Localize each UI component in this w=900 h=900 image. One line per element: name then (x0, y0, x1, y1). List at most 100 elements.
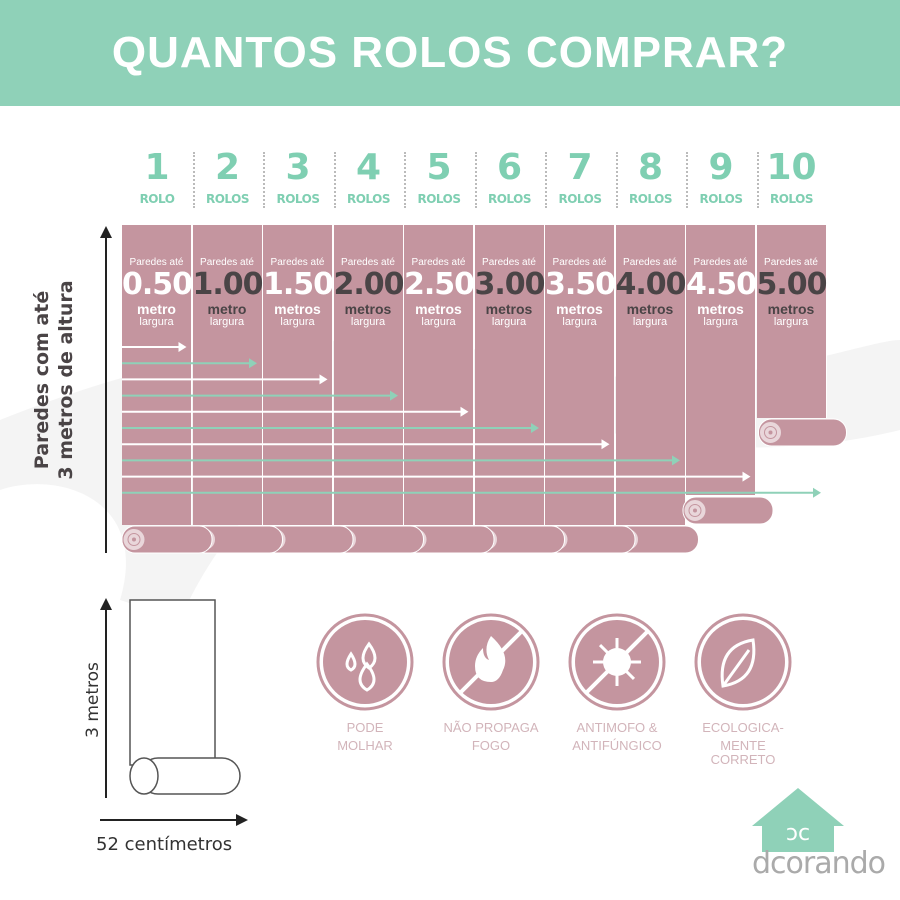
header-band (0, 0, 900, 106)
wall-panel: Paredes até 3.00 metros largura (474, 225, 546, 525)
arrow-head (813, 487, 821, 498)
roll-unit: ROLOS (558, 192, 602, 206)
arrow-head (178, 342, 187, 352)
arrow-head (742, 471, 751, 482)
column-header: 8 ROLOS (616, 147, 686, 207)
panel-prefix: Paredes até (200, 257, 254, 268)
roll-icon (121, 525, 213, 554)
panel-prefix: Paredes até (623, 257, 677, 268)
panel-prefix: Paredes até (764, 257, 818, 268)
feature-leaf: ECOLOGICA- MENTE CORRETO (693, 612, 793, 767)
panel-width-word: largura (421, 316, 456, 328)
arrow-head (460, 406, 469, 417)
feature-no-fire: NÃO PROPAGA FOGO (441, 612, 541, 753)
vertical-label-line1: Paredes com até (31, 291, 53, 469)
column-header: 7 ROLOS (545, 147, 615, 207)
panel-prefix: Paredes até (129, 257, 184, 268)
panel-prefix: Paredes até (552, 257, 607, 268)
feature-label-line1: PODE (346, 720, 384, 735)
feature-label-line2: FOGO (471, 738, 511, 753)
roll-icon (682, 496, 774, 525)
panel-width-word: largura (703, 316, 738, 328)
roll-unit: ROLOS (769, 192, 814, 206)
panel-width-word: largura (491, 316, 527, 328)
no-fire-icon (442, 613, 540, 711)
column-divider (404, 152, 406, 208)
roll-unit: ROLOS (417, 192, 461, 206)
panel-prefix: Paredes até (411, 257, 466, 268)
svg-text:ɔc: ɔc (786, 821, 810, 846)
wall-panel: Paredes até 2.50 metros largura (404, 225, 475, 525)
panel-prefix: Paredes até (341, 257, 395, 268)
panel-prefix: Paredes até (482, 257, 536, 268)
vertical-label-line2: 3 metros de altura (55, 280, 77, 479)
leaf-icon (694, 613, 792, 711)
roll-unit: ROLO (139, 192, 175, 206)
panel-unit: metros (556, 301, 603, 317)
wall-panel: Paredes até 0.50 metro largura (122, 225, 193, 525)
panel-unit: metros (485, 301, 533, 317)
feature-label-line2: MENTE CORRETO (710, 738, 776, 767)
roll-unit: ROLOS (628, 192, 673, 206)
arrow-head (672, 455, 680, 466)
column-header: 10 ROLOS (757, 148, 827, 207)
arrow-head (601, 439, 610, 450)
arrow-head (531, 423, 539, 433)
panel-width-word: largura (562, 316, 597, 328)
panel-unit: metros (767, 301, 815, 317)
panel-width-value: 1.50 (263, 267, 334, 302)
panel-width-value: 5.00 (756, 267, 828, 302)
feature-label-line1: ANTIMOFO & (576, 720, 658, 735)
panel-width-value: 1.00 (192, 267, 264, 302)
roll-icon (758, 418, 847, 447)
panel-unit: metros (415, 301, 462, 317)
roll-width-label: 52 centímetros (96, 834, 233, 855)
roll-height-label: 3 metros (83, 662, 103, 738)
panel-prefix: Paredes até (693, 257, 748, 268)
wall-panel: Paredes até 4.00 metros largura (615, 225, 687, 525)
roll-count: 9 (708, 147, 734, 188)
wall-panel: Paredes até 2.00 metros largura (333, 225, 405, 525)
vertical-label: Paredes com até 3 metros de altura (20, 230, 100, 530)
feature-label-line1: ECOLOGICA- (702, 720, 784, 735)
panel-width-word: largura (139, 316, 174, 328)
wall-panel: Paredes até 1.00 metro largura (192, 225, 264, 525)
panel-width-value: 3.50 (545, 267, 616, 302)
column-header: 9 ROLOS (686, 147, 756, 207)
arrow-head (319, 374, 328, 385)
panel-unit: metros (274, 301, 321, 317)
column-divider (545, 152, 547, 208)
column-divider (686, 152, 688, 208)
panel-width-value: 2.00 (333, 267, 405, 302)
panel-unit: metro (137, 301, 176, 317)
roll-count: 1 (144, 147, 170, 188)
roll-count: 7 (567, 147, 593, 188)
roll-count: 6 (496, 147, 523, 188)
panel-width-value: 4.00 (615, 267, 687, 302)
roll-unit: ROLOS (487, 192, 532, 206)
wall-panel: Paredes até 5.00 metros largura (756, 225, 828, 418)
panel-unit: metros (344, 301, 392, 317)
column-divider (263, 152, 265, 208)
logo-text: dcorando (752, 846, 886, 881)
panel-width-word: largura (773, 316, 809, 328)
roll-count: 8 (637, 147, 664, 188)
column-header: 6 ROLOS (475, 147, 545, 207)
panel-unit: metro (207, 301, 247, 317)
wall-panel: Paredes até 4.50 metros largura (686, 225, 757, 495)
roll-count: 4 (355, 147, 382, 188)
svg-text:3 metros: 3 metros (83, 662, 103, 738)
roll-unit: ROLOS (699, 192, 743, 206)
panel-width-value: 3.00 (474, 267, 546, 302)
arrow-head (249, 358, 257, 369)
panel-width-word: largura (632, 316, 668, 328)
panel-width-word: largura (209, 316, 245, 328)
roll-count: 2 (214, 147, 241, 188)
wall-panel: Paredes até 3.50 metros largura (545, 225, 616, 525)
feature-label-line2: MOLHAR (337, 738, 393, 753)
logo-house-icon: ɔc (752, 788, 844, 852)
panel-width-value: 0.50 (122, 267, 193, 302)
panel-width-value: 4.50 (686, 267, 757, 302)
column-header: 5 ROLOS (404, 148, 474, 207)
column-header: 4 ROLOS (334, 147, 404, 207)
